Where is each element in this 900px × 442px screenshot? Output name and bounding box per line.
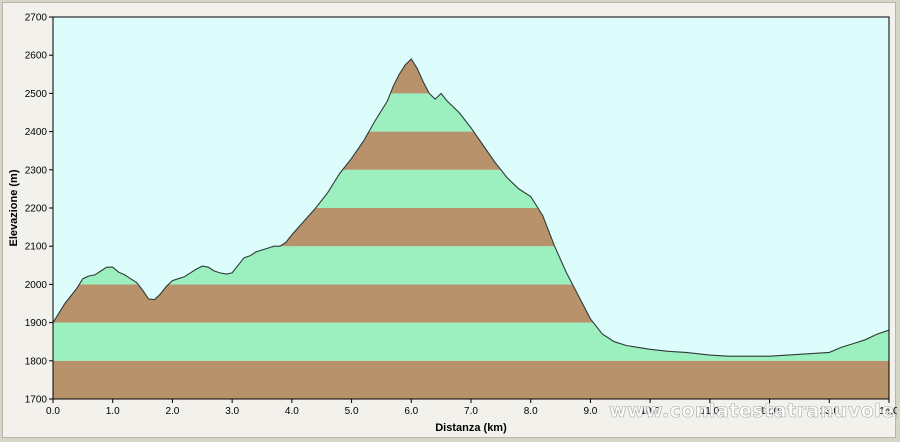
x-tick-label: 11.0 (700, 406, 719, 417)
y-axis-label: Elevazione (m) (8, 169, 20, 246)
x-tick-label: 9.0 (583, 406, 597, 417)
x-tick-label: 5.0 (345, 406, 359, 417)
y-tick-label: 2300 (25, 165, 48, 176)
x-tick-label: 8.0 (524, 406, 538, 417)
x-tick-label: 14.0 (879, 406, 897, 417)
x-tick-label: 2.0 (165, 406, 179, 417)
x-axis-label: Distanza (km) (435, 422, 507, 434)
x-tick-label: 12.0 (760, 406, 780, 417)
x-tick-label: 4.0 (285, 406, 299, 417)
x-tick-label: 1.0 (106, 406, 120, 417)
x-tick-label: 13.0 (820, 406, 840, 417)
x-axis-ticks: 0.0 1.0 2.0 3.0 4.0 5.0 6.0 7.0 8.0 9.0 10.0 11.0 12… (46, 399, 897, 417)
elevation-profile-line (52, 58, 890, 357)
watermark: www.conlatestatranuvole.org (609, 400, 897, 422)
y-tick-label: 2000 (25, 280, 48, 291)
x-tick-label: 3.0 (225, 406, 239, 417)
x-tick-label: 10.0 (640, 406, 660, 417)
x-tick-label: 7.0 (464, 406, 478, 417)
x-tick-label: 0.0 (46, 406, 60, 417)
y-tick-label: 2100 (25, 242, 48, 253)
y-tick-label: 2500 (25, 89, 48, 100)
elevation-profile-chart: 1700 1800 1900 2000 2100 2200 2300 2400 2500 2600… (8, 13, 897, 435)
y-tick-label: 1700 (25, 395, 48, 406)
y-tick-label: 2400 (25, 127, 48, 138)
y-tick-label: 1900 (25, 318, 48, 329)
y-tick-label: 2600 (25, 51, 48, 62)
y-tick-label: 1800 (25, 356, 48, 367)
elevation-band (53, 360, 889, 399)
y-tick-label: 2700 (25, 13, 48, 24)
x-tick-label: 6.0 (404, 406, 418, 417)
y-tick-label: 2200 (25, 204, 48, 215)
y-axis-ticks: 1700 1800 1900 2000 2100 2200 2300 2400 2500 2600… (25, 13, 53, 406)
